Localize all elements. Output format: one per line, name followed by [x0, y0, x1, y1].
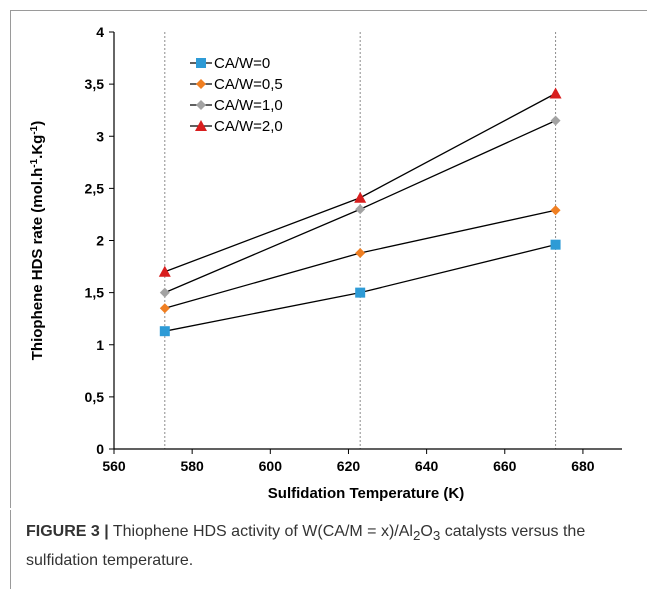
y-tick-label-5: 2,5 — [85, 180, 105, 196]
legend-marker-2 — [196, 100, 206, 110]
caption-sub-2: 3 — [432, 528, 441, 544]
y-tick-label-4: 2 — [96, 233, 104, 249]
caption-text-2: O — [420, 523, 433, 540]
y-axis-title-part-1: -1 — [29, 158, 40, 167]
legend-label-1: CA/W=0,5 — [214, 76, 283, 93]
y-axis-title-part-2: .Kg — [29, 135, 46, 159]
y-tick-label-1: 0,5 — [85, 389, 105, 405]
figure-label: FIGURE 3 | — [26, 523, 109, 540]
series-2-point-2 — [550, 115, 561, 126]
chart-frame — [10, 10, 647, 508]
figure-caption: FIGURE 3 | Thiophene HDS activity of W(C… — [26, 519, 626, 573]
caption-text-3: catalysts versus the sulfidation tempera… — [26, 523, 586, 570]
caption-rule — [10, 510, 11, 589]
line-chart: 0 0,5 1 1,5 2 2,5 3 3,5 4 560 580 600 620 640 660 680 Su… — [29, 24, 622, 502]
legend-marker-0 — [196, 58, 206, 68]
series-2-point-1 — [355, 204, 366, 215]
series-1-point-2 — [550, 205, 561, 216]
y-tick-label-2: 1 — [96, 337, 104, 353]
legend-marker-1 — [196, 79, 206, 89]
y-axis-title: Thiophene HDS rate (mol.h-1.Kg-1) — [29, 121, 47, 361]
caption-sub-1: 2 — [412, 528, 421, 544]
legend-marker-3 — [195, 120, 207, 131]
x-tick-label-6: 680 — [571, 458, 595, 474]
y-axis-title-part-4: ) — [29, 121, 46, 126]
series-0-point-0 — [159, 326, 170, 337]
x-axis-title: Sulfidation Temperature (K) — [268, 485, 464, 502]
y-tick-label-0: 0 — [96, 441, 104, 457]
x-tick-label-1: 580 — [180, 458, 204, 474]
x-tick-label-2: 600 — [259, 458, 283, 474]
series-0-point-2 — [550, 239, 561, 250]
x-tick-label-3: 620 — [337, 458, 361, 474]
y-tick-label-3: 1,5 — [85, 285, 105, 301]
y-tick-label-8: 4 — [96, 24, 104, 40]
caption-text-1: Thiophene HDS activity of W(CA/M = x)/Al — [108, 523, 413, 540]
series-2-point-0 — [159, 287, 170, 298]
y-tick-label-6: 3 — [96, 128, 104, 144]
x-tick-label-5: 660 — [493, 458, 517, 474]
legend-label-0: CA/W=0 — [214, 55, 270, 72]
legend-label-3: CA/W=2,0 — [214, 118, 283, 135]
series-3-point-0 — [158, 265, 171, 277]
series-0-point-1 — [355, 287, 366, 298]
legend-label-2: CA/W=1,0 — [214, 97, 283, 114]
series-1-point-0 — [159, 303, 170, 314]
y-tick-label-7: 3,5 — [85, 76, 105, 92]
y-axis-title-part-0: Thiophene HDS rate (mol.h — [29, 168, 46, 361]
x-tick-label-0: 560 — [102, 458, 126, 474]
y-axis-title-part-3: -1 — [29, 125, 40, 134]
series-3-point-1 — [354, 191, 367, 203]
series-3-point-2 — [549, 87, 562, 99]
series-1-point-1 — [355, 248, 366, 259]
x-tick-label-4: 640 — [415, 458, 439, 474]
